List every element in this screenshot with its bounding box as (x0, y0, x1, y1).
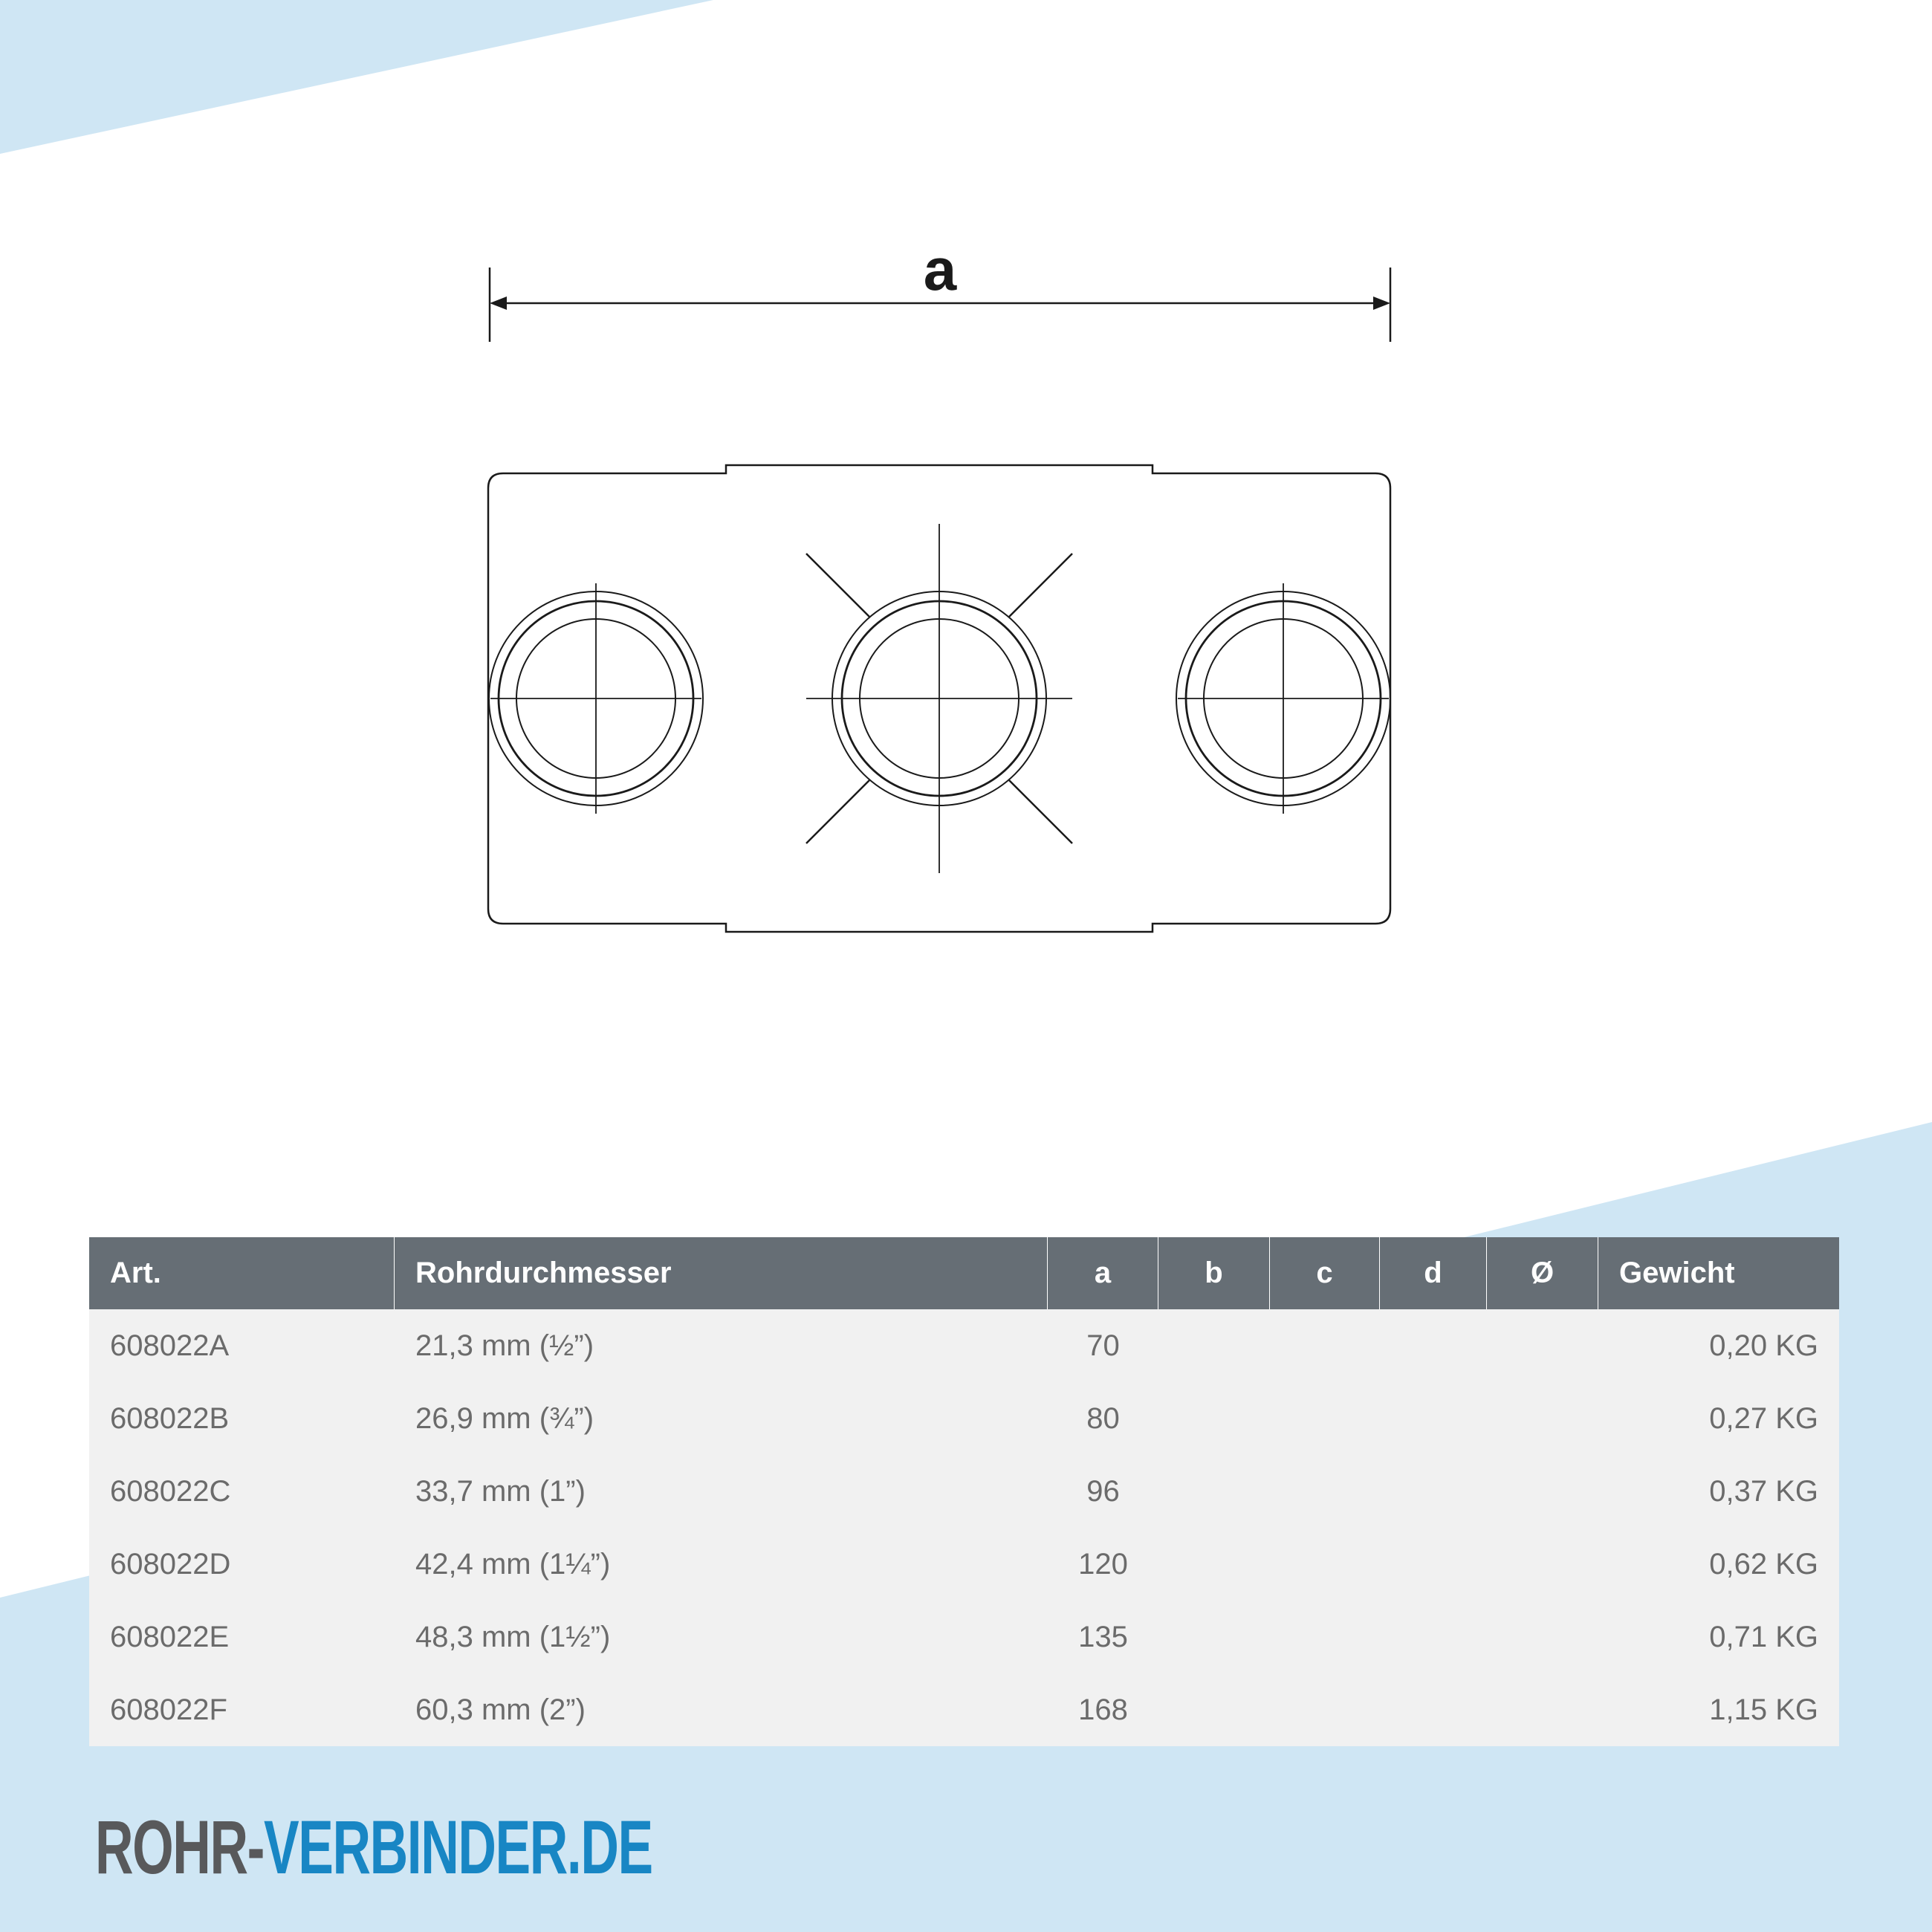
svg-text:a: a (924, 236, 957, 302)
